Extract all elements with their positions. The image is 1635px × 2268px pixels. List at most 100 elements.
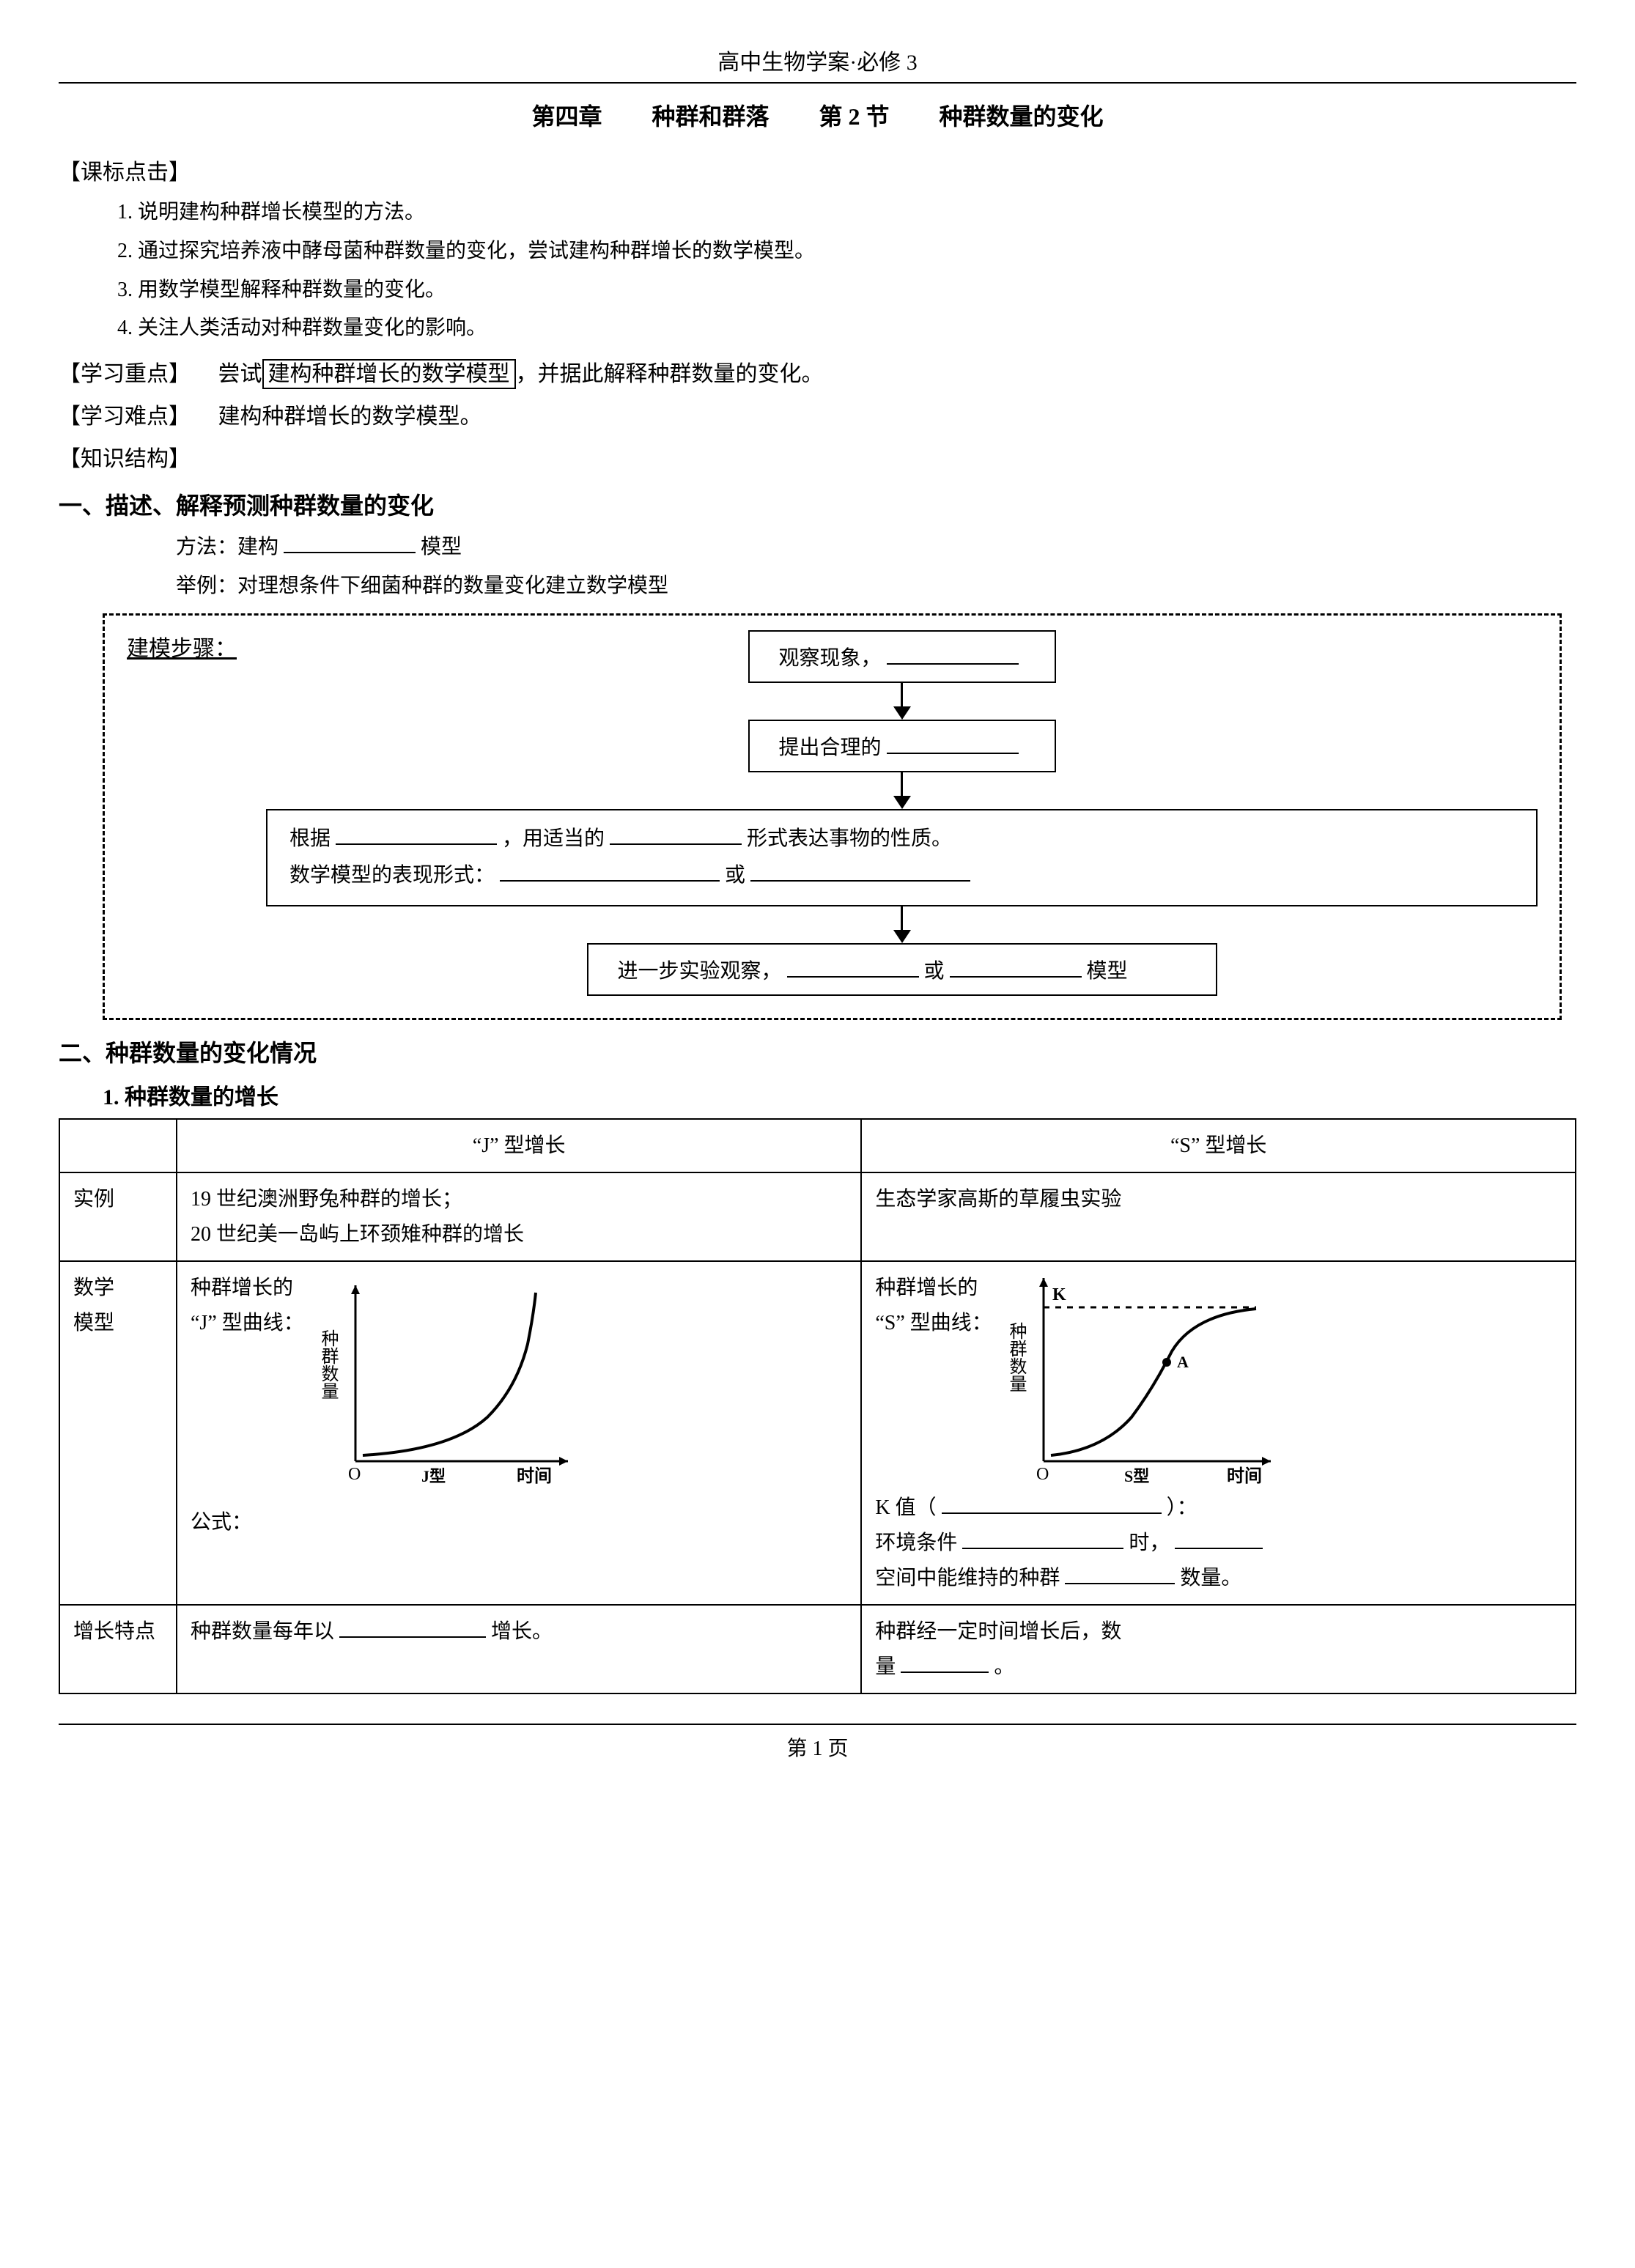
method-blank[interactable]: [284, 533, 416, 553]
row3-j-post: 增长。: [491, 1620, 553, 1643]
s-xlabel: 时间: [1227, 1466, 1262, 1486]
s-space-blank[interactable]: [1065, 1565, 1175, 1584]
kebiao-title: 【课标点击】: [59, 154, 1576, 186]
zhongdian-label: 【学习重点】: [59, 362, 191, 386]
row3-j-blank[interactable]: [339, 1617, 486, 1638]
flow3-l2-pre: 数学模型的表现形式：: [289, 864, 495, 887]
flow3-l1-pre: 根据: [289, 827, 331, 850]
section-num: 第 2 节: [819, 103, 890, 130]
flow3-blank-4[interactable]: [750, 861, 970, 882]
row2-s-t1: 种群增长的: [875, 1271, 992, 1306]
row2-j-t1: 种群增长的: [191, 1271, 304, 1306]
table-row-example: 实例 19 世纪澳洲野兔种群的增长； 20 世纪美一岛屿上环颈雉种群的增长 生态…: [59, 1172, 1576, 1261]
s-space-post: 数量。: [1180, 1567, 1241, 1589]
th-blank: [59, 1119, 177, 1173]
method-pre: 方法：建构: [176, 536, 278, 558]
s-env-pre: 环境条件: [875, 1532, 957, 1554]
s-a-label: A: [1177, 1353, 1189, 1371]
flow-steps-label: 建模步骤：: [127, 630, 237, 662]
section2-sub1: 1. 种群数量的增长: [103, 1079, 1576, 1111]
row2-label: 数学 模型: [59, 1261, 177, 1605]
s-k-blank[interactable]: [942, 1493, 1162, 1514]
row2-s-t2: “S” 型曲线：: [875, 1306, 992, 1341]
flow1-blank[interactable]: [887, 644, 1019, 665]
flow4-blank-2[interactable]: [950, 957, 1082, 978]
row3-s-post: 量: [875, 1655, 896, 1678]
row1-j-l2: 20 世纪美一岛屿上环颈雉种群的增长: [191, 1217, 847, 1252]
section2-title: 二、种群数量的变化情况: [59, 1035, 1576, 1068]
nandian-label: 【学习难点】: [59, 405, 191, 429]
example-line: 举例：对理想条件下细菌种群的数量变化建立数学模型: [59, 570, 1576, 603]
flow3-blank-2[interactable]: [610, 824, 742, 845]
flow-box-1: 观察现象，: [748, 630, 1056, 683]
kebiao-item-4: 4. 关注人类活动对种群数量变化的影响。: [59, 312, 1576, 345]
th-j: “J” 型增长: [177, 1119, 861, 1173]
row3-s-blank[interactable]: [901, 1654, 989, 1673]
arrow-stem-1: [901, 683, 903, 708]
row3-j-pre: 种群数量每年以: [191, 1620, 334, 1643]
footer-rule: [59, 1724, 1576, 1725]
s-k-post: ）：: [1167, 1496, 1197, 1519]
flow3-l1-mid: ，用适当的: [502, 827, 605, 850]
table-row-model: 数学 模型 种群增长的 “J” 型曲线： 种群数量 O J型 时间: [59, 1261, 1576, 1605]
s-origin: O: [1036, 1465, 1049, 1484]
arrow-down-icon-2: [893, 796, 911, 809]
flow3-blank-3[interactable]: [500, 861, 720, 882]
s-env-blank2[interactable]: [1175, 1530, 1263, 1549]
row1-j-l1: 19 世纪澳洲野兔种群的增长；: [191, 1182, 847, 1217]
section1-title: 一、描述、解释预测种群数量的变化: [59, 487, 1576, 521]
kebiao-item-3: 3. 用数学模型解释种群数量的变化。: [59, 274, 1576, 307]
j-xlabel: 时间: [517, 1466, 552, 1486]
nandian-row: 【学习难点】 建构种群增长的数学模型。: [59, 398, 1576, 430]
flow3-l2-or: 或: [725, 864, 745, 887]
row2-s: 种群增长的 “S” 型曲线： A K 种群数量 O S型 时间: [861, 1261, 1576, 1605]
kebiao-item-1: 1. 说明建构种群增长模型的方法。: [59, 196, 1576, 229]
row2-j: 种群增长的 “J” 型曲线： 种群数量 O J型 时间 公式：: [177, 1261, 861, 1605]
method-line: 方法：建构 模型: [59, 531, 1576, 564]
zhongdian-pre: 尝试: [218, 362, 262, 386]
kebiao-item-2: 2. 通过探究培养液中酵母菌种群数量的变化，尝试建构种群增长的数学模型。: [59, 235, 1576, 268]
chapter-heading: 第四章 种群和群落 第 2 节 种群数量的变化: [59, 98, 1576, 132]
row3-j: 种群数量每年以 增长。: [177, 1605, 861, 1693]
table-header-row: “J” 型增长 “S” 型增长: [59, 1119, 1576, 1173]
zhishi-label: 【知识结构】: [59, 440, 1576, 473]
j-curve-label: J型: [421, 1467, 446, 1485]
s-env-blank[interactable]: [962, 1529, 1123, 1549]
s-k-pre: K 值（: [875, 1496, 936, 1519]
zhongdian-boxed: 建构种群增长的数学模型: [262, 359, 516, 389]
flow4-post: 模型: [1087, 960, 1128, 983]
section-name: 种群数量的变化: [940, 103, 1104, 130]
flow2-blank[interactable]: [887, 734, 1019, 754]
flow4-blank-1[interactable]: [787, 957, 919, 978]
method-post: 模型: [421, 536, 462, 558]
th-s: “S” 型增长: [861, 1119, 1576, 1173]
comparison-table: “J” 型增长 “S” 型增长 实例 19 世纪澳洲野兔种群的增长； 20 世纪…: [59, 1118, 1576, 1695]
j-ylabel: 种群数量: [319, 1329, 339, 1400]
arrow-down-icon-1: [893, 706, 911, 720]
row2-j-t2: “J” 型曲线：: [191, 1306, 304, 1341]
arrow-down-icon-3: [893, 930, 911, 943]
row2-j-formula: 公式：: [191, 1505, 847, 1540]
row2-s-envline: 环境条件 时，: [875, 1526, 1562, 1561]
nandian-text: 建构种群增长的数学模型。: [218, 405, 482, 429]
flow3-blank-1[interactable]: [336, 824, 497, 845]
chapter-name: 种群和群落: [652, 103, 769, 130]
arrow-stem-2: [901, 772, 903, 797]
flow2-pre: 提出合理的: [779, 736, 882, 759]
flow1-pre: 观察现象，: [779, 647, 882, 670]
row2-s-kline: K 值（ ）：: [875, 1491, 1562, 1526]
flow-box-4: 进一步实验观察， 或 模型: [587, 943, 1217, 996]
j-curve-chart: 种群数量 O J型 时间: [319, 1271, 583, 1491]
s-curve-label: S型: [1124, 1467, 1149, 1485]
s-ylabel: 种群数量: [1007, 1322, 1027, 1392]
header-rule: [59, 82, 1576, 84]
page-number: 第 1 页: [59, 1732, 1576, 1762]
flowchart-container: 建模步骤： 观察现象， 提出合理的 根据 ，用适当的 形式表达事物的性质。 数学…: [103, 613, 1562, 1020]
zhongdian-row: 【学习重点】 尝试建构种群增长的数学模型，并据此解释种群数量的变化。: [59, 355, 1576, 388]
row3-label: 增长特点: [59, 1605, 177, 1693]
s-env-post: 时，: [1129, 1532, 1170, 1554]
j-origin: O: [348, 1465, 361, 1484]
arrow-stem-3: [901, 906, 903, 931]
row3-s-pre: 种群经一定时间增长后，数: [875, 1620, 1121, 1643]
s-space-pre: 空间中能维持的种群: [875, 1567, 1060, 1589]
